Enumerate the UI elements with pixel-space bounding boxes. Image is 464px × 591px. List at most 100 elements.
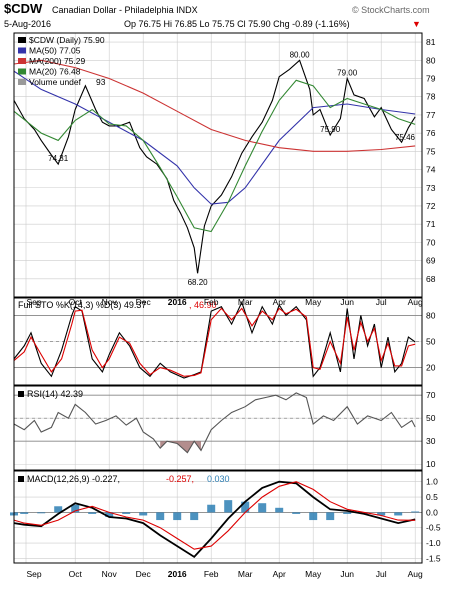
- histogram-bar: [309, 512, 318, 521]
- x-tick-label: Dec: [136, 569, 152, 579]
- x-tick-label: Nov: [102, 569, 118, 579]
- y-tick-label: 30: [426, 436, 436, 446]
- y-tick-label: 77: [426, 110, 436, 120]
- histogram-bar: [54, 506, 63, 513]
- price-annotation: 79.00: [337, 69, 358, 78]
- stochastic-panel: 20 50 80 Full STO %K(14,3) %D(3) 49.37 , 46.…: [13, 297, 436, 386]
- quote-values: Op 76.75 Hi 76.85 Lo 75.75 Cl 75.90 Chg …: [124, 19, 350, 29]
- histogram-bar: [394, 512, 403, 516]
- x-tick-label: 2016: [168, 297, 187, 307]
- legend-swatch: [18, 391, 24, 397]
- x-tick-label: Sep: [26, 297, 41, 307]
- x-axis-labels: Sep Oct Nov Dec 2016 Feb Mar Apr May Jun Jul Aug: [26, 297, 423, 307]
- y-tick-label: 70: [426, 237, 436, 247]
- x-tick-label: Aug: [408, 569, 423, 579]
- histogram-bar: [122, 512, 131, 514]
- series-line-ma50: [13, 70, 416, 205]
- chart-panels: 68 69 70 71 72 73 74 75 76 77 78 79 80 81 $CDW (Daily)…: [10, 32, 441, 579]
- quote-date: 5-Aug-2016: [4, 19, 51, 29]
- x-tick-label: May: [305, 297, 322, 307]
- y-tick-label: 72: [426, 201, 436, 211]
- down-arrow-icon: ▼: [412, 19, 421, 29]
- legend-label: MA(200) 75.29: [29, 56, 85, 66]
- y-tick-label: 75: [426, 146, 436, 156]
- panel-frame: [13, 470, 423, 564]
- x-tick-label: Oct: [69, 297, 83, 307]
- x-tick-label: Mar: [238, 569, 253, 579]
- y-tick-label: 50: [426, 337, 436, 347]
- x-tick-label: Jun: [340, 569, 354, 579]
- y-tick-label: 80: [426, 310, 436, 320]
- macd-panel: -1.5 -1.0 -0.5 0.0 0.5 1.0 MACD(12,26,9) -0.22…: [10, 470, 441, 564]
- stochastic-d-legend: , 46.90: [189, 300, 217, 310]
- price-annotation: 75.90: [320, 125, 341, 134]
- instrument-name: Canadian Dollar - Philadelphia INDX: [52, 5, 198, 15]
- macd-histogram-legend: 0.030: [207, 474, 230, 484]
- x-tick-label: May: [305, 569, 322, 579]
- y-tick-label: 0.0: [426, 507, 438, 517]
- histogram-bar: [20, 512, 29, 514]
- x-tick-label: Feb: [204, 297, 219, 307]
- histogram-bar: [156, 512, 165, 521]
- legend-label: Volume undef: [29, 77, 82, 87]
- series-line-price: [13, 59, 416, 274]
- y-tick-label: 74: [426, 165, 436, 175]
- y-tick-label: 20: [426, 363, 436, 373]
- legend-swatch: [18, 47, 26, 54]
- x-tick-label: Jul: [376, 569, 387, 579]
- watermark: © StockCharts.com: [352, 5, 430, 15]
- series-line-macd: [13, 480, 416, 559]
- symbol-title: $CDW: [4, 1, 43, 16]
- histogram-bar: [207, 504, 216, 513]
- price-annotation: 80.00: [290, 50, 311, 59]
- x-tick-label: Apr: [273, 297, 286, 307]
- histogram-bar: [71, 504, 80, 513]
- macd-legend: MACD(12,26,9) -0.227,: [27, 474, 120, 484]
- rsi-panel: 10 30 50 70 RSI(14) 42.39: [13, 385, 436, 471]
- x-tick-label: Feb: [204, 569, 219, 579]
- y-tick-label: 73: [426, 183, 436, 193]
- histogram-bar: [343, 512, 352, 514]
- x-tick-label: Jun: [340, 297, 354, 307]
- series-line-k_line: [13, 300, 416, 379]
- x-tick-label: Sep: [26, 569, 41, 579]
- y-tick-label: 1.0: [426, 477, 438, 487]
- y-tick-label: 50: [426, 413, 436, 423]
- stochastic-legend: Full STO %K(14,3) %D(3) 49.37: [18, 300, 146, 310]
- histogram-bar: [258, 503, 267, 513]
- x-tick-label: Jul: [376, 297, 387, 307]
- y-tick-label: 76: [426, 128, 436, 138]
- series-line-signal: [13, 481, 416, 550]
- histogram-bar: [241, 501, 250, 513]
- legend-overlap-label: 93: [96, 77, 106, 87]
- histogram-bar: [139, 512, 148, 516]
- y-tick-label: 70: [426, 390, 436, 400]
- legend-swatch: [18, 68, 26, 75]
- series-line-ma20: [13, 79, 416, 233]
- x-tick-label: Nov: [102, 297, 118, 307]
- legend-label: MA(20) 76.48: [29, 67, 81, 77]
- series-line-ma200: [13, 59, 416, 152]
- histogram-bar: [37, 512, 46, 514]
- price-panel: 68 69 70 71 72 73 74 75 76 77 78 79 80 81 $CDW (Daily)…: [13, 32, 436, 298]
- legend-swatch: [18, 476, 24, 482]
- histogram-bar: [326, 512, 335, 521]
- y-tick-label: 78: [426, 92, 436, 102]
- histogram-bar: [292, 512, 301, 514]
- legend-swatch: [18, 79, 26, 85]
- y-tick-label: 10: [426, 459, 436, 469]
- x-tick-label: Aug: [408, 297, 423, 307]
- rsi-legend: RSI(14) 42.39: [27, 389, 83, 399]
- histogram-bar: [411, 511, 420, 513]
- y-tick-label: 81: [426, 37, 436, 47]
- macd-signal-legend: -0.257,: [166, 474, 194, 484]
- y-tick-label: 80: [426, 55, 436, 65]
- x-axis-labels: Sep Oct Nov Dec 2016 Feb Mar Apr May Jun Jul Aug: [26, 569, 423, 579]
- y-tick-label: 0.5: [426, 492, 438, 502]
- price-annotation: 75.46: [395, 133, 416, 142]
- y-tick-label: -0.5: [426, 523, 441, 533]
- x-tick-label: Oct: [69, 569, 83, 579]
